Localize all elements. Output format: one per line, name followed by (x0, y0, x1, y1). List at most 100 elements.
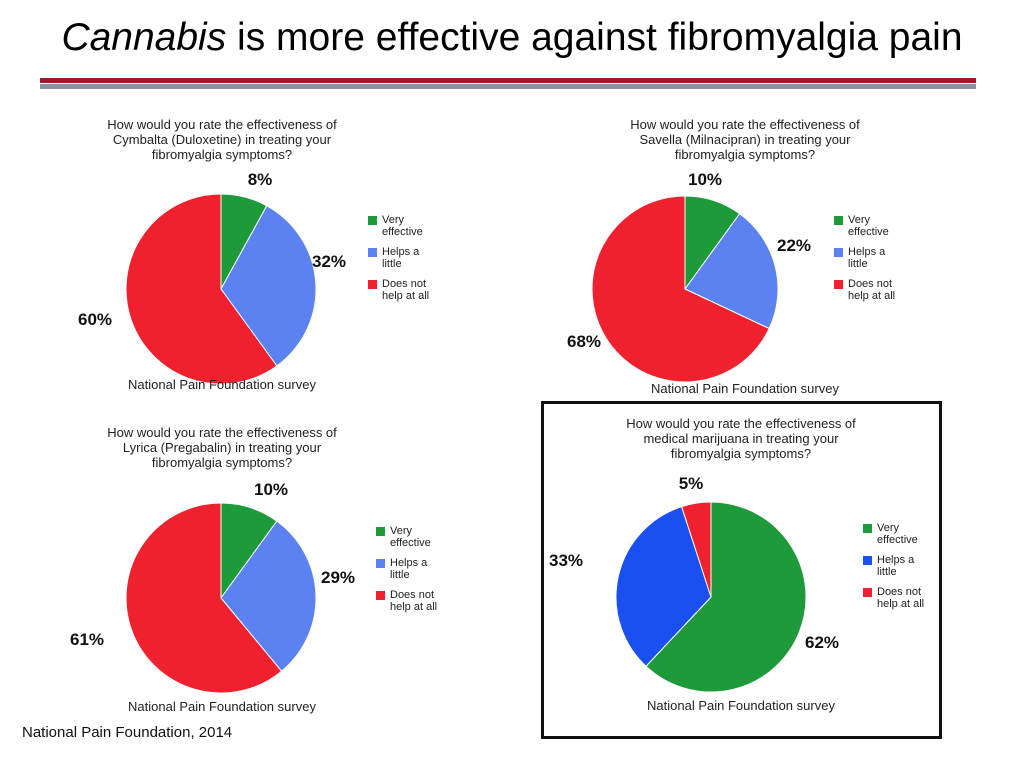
pie-slice-helps-a-little (615, 506, 712, 667)
title-rule-red (40, 78, 976, 83)
pie-slice-does-not-help-at-all (125, 193, 278, 385)
legend-label-line: Does not (390, 589, 435, 601)
legend-swatch (368, 280, 377, 289)
legend-label-line: Helps a (877, 554, 915, 566)
pie-legend: Very effective Helps a little Does not help a… (834, 214, 920, 310)
highlight-frame (541, 401, 942, 739)
pie-slice-label: 10% (254, 480, 288, 499)
pie-chart: 10% 29% 61% (70, 480, 355, 694)
legend-item-very-effective: Very effective (834, 214, 920, 238)
pie-slice-label: 62% (805, 633, 839, 652)
pie-question-line: fibromyalgia symptoms? (151, 455, 293, 470)
pie-question-line: How would you rate the effectiveness of (630, 117, 860, 132)
legend-swatch (376, 559, 385, 568)
pie-slice-very-effective (645, 501, 807, 693)
pie-slice-label: 5% (679, 474, 704, 493)
pie-question-line: fibromyalgia symptoms? (674, 147, 816, 162)
legend-label-line: effective (848, 226, 889, 238)
pie-panel-cymbalta: How would you rate the effectiveness of C… (7, 117, 437, 427)
pie-question: How would you rate the effectiveness of L… (7, 425, 437, 470)
legend-label-line: help at all (877, 598, 925, 610)
pie-question-line: How would you rate the effectiveness of (107, 425, 337, 440)
pie-legend: Very effective Helps a little Does not help a… (368, 214, 454, 310)
slide-title: Cannabis is more effective against fibro… (0, 16, 1024, 60)
legend-label-line: effective (382, 226, 423, 238)
legend-swatch (863, 556, 872, 565)
legend-swatch (368, 248, 377, 257)
legend-item-does-not-help-at-all: Does not help at all (863, 586, 949, 610)
pie-panel-marijuana: How would you rate the effectiveness of m… (526, 416, 956, 726)
pie-slice-does-not-help-at-all (681, 501, 712, 598)
pie-source: National Pain Foundation survey (647, 698, 835, 713)
legend-item-does-not-help-at-all: Does not help at all (834, 278, 920, 302)
legend-label-line: Very (877, 522, 900, 534)
legend-label-line: little (877, 566, 897, 578)
pie-slice-does-not-help-at-all (125, 502, 283, 694)
legend-label-line: little (848, 258, 868, 270)
pie-legend: Very effective Helps a little Does not help a… (863, 522, 949, 618)
pie-source: National Pain Foundation survey (128, 699, 316, 714)
pie-question: How would you rate the effectiveness of m… (526, 416, 956, 461)
legend-label-line: help at all (848, 290, 896, 302)
pie-question: How would you rate the effectiveness of S… (530, 117, 960, 162)
legend-item-very-effective: Very effective (863, 522, 949, 546)
pie-source: National Pain Foundation survey (128, 377, 316, 392)
pie-question-line: medical marijuana in treating your (643, 431, 839, 446)
pie-slice-helps-a-little (220, 520, 317, 672)
legend-label-line: Very (848, 214, 871, 226)
legend-swatch (376, 591, 385, 600)
legend-label-line: effective (390, 537, 431, 549)
footer-source: National Pain Foundation, 2014 (22, 724, 233, 741)
pie-question-line: fibromyalgia symptoms? (151, 147, 293, 162)
pie-chart: 10% 22% 68% (567, 170, 811, 383)
pie-chart: 62% 33% 5% (549, 474, 839, 693)
legend-swatch (376, 527, 385, 536)
legend-swatch (863, 524, 872, 533)
pie-legend: Very effective Helps a little Does not help a… (376, 525, 462, 621)
legend-swatch (863, 588, 872, 597)
pie-slice-label: 22% (777, 236, 811, 255)
pie-question-line: Savella (Milnacipran) in treating your (639, 132, 851, 147)
legend-item-very-effective: Very effective (368, 214, 454, 238)
slide-title-italic: Cannabis (61, 16, 227, 59)
pie-slice-label: 10% (688, 170, 722, 189)
pie-question-line: Cymbalta (Duloxetine) in treating your (112, 132, 332, 147)
legend-swatch (834, 216, 843, 225)
legend-swatch (834, 248, 843, 257)
slide-title-rest: is more effective against fibromyalgia p… (226, 16, 963, 59)
legend-label-line: help at all (382, 290, 430, 302)
legend-label-line: little (390, 569, 410, 581)
pie-question-line: Lyrica (Pregabalin) in treating your (122, 440, 322, 455)
legend-label-line: Does not (382, 278, 427, 290)
pie-panel-lyrica: How would you rate the effectiveness of L… (7, 425, 437, 735)
pie-slice-label: 68% (567, 332, 601, 351)
pie-slice-label: 8% (248, 170, 273, 189)
pie-slice-helps-a-little (220, 205, 317, 367)
legend-label-line: help at all (390, 601, 438, 613)
pie-question-line: How would you rate the effectiveness of (107, 117, 337, 132)
legend-label-line: Helps a (848, 246, 886, 258)
legend-label-line: little (382, 258, 402, 270)
legend-label-line: Very (390, 525, 413, 537)
legend-item-does-not-help-at-all: Does not help at all (368, 278, 454, 302)
legend-label-line: Helps a (390, 557, 428, 569)
pie-panel-savella: How would you rate the effectiveness of S… (530, 117, 960, 427)
pie-source: National Pain Foundation survey (651, 381, 839, 396)
legend-item-does-not-help-at-all: Does not help at all (376, 589, 462, 613)
title-rule-gray (40, 84, 976, 89)
legend-swatch (368, 216, 377, 225)
legend-item-helps-a-little: Helps a little (834, 246, 920, 270)
legend-swatch (834, 280, 843, 289)
pie-question-line: fibromyalgia symptoms? (670, 446, 812, 461)
pie-slice-label: 33% (549, 551, 583, 570)
pie-chart: 8% 32% 60% (78, 170, 346, 385)
pie-slice-does-not-help-at-all (591, 195, 770, 383)
legend-item-helps-a-little: Helps a little (863, 554, 949, 578)
pie-question-line: How would you rate the effectiveness of (626, 416, 856, 431)
legend-item-very-effective: Very effective (376, 525, 462, 549)
pie-slice-label: 32% (312, 252, 346, 271)
pie-question: How would you rate the effectiveness of C… (7, 117, 437, 162)
pie-slice-label: 60% (78, 310, 112, 329)
legend-label-line: Does not (848, 278, 893, 290)
pie-slice-label: 29% (321, 568, 355, 587)
